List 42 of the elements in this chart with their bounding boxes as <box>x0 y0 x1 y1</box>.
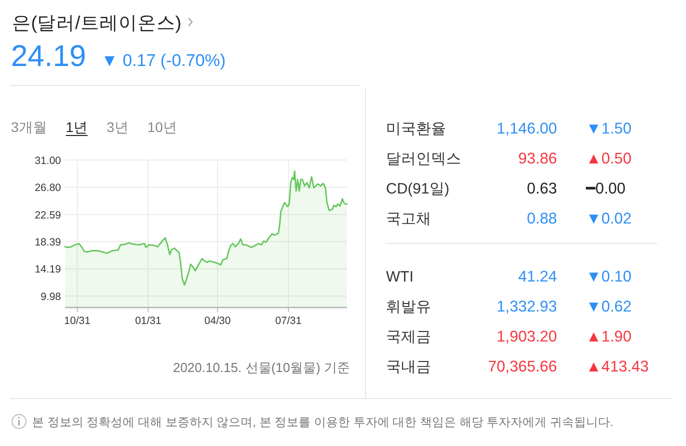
text: 10년 <box>147 119 177 135</box>
chart-subtitle: 24.19 ▼ 0.17 (-0.70%) <box>11 40 226 73</box>
x-tick-label: 10/31 <box>64 315 91 327</box>
y-tick-label: 26.80 <box>34 182 62 194</box>
y-tick-label: 9.98 <box>40 290 62 303</box>
data-label: 1,146.00 <box>496 120 558 138</box>
data-label: ▲1.90 <box>586 328 632 346</box>
category-label: CD(91일) <box>386 180 450 198</box>
category-label: 국제금 <box>386 328 431 346</box>
data-label: ▼0.62 <box>586 298 632 316</box>
y-tick-label: 31.00 <box>34 154 62 167</box>
chart-title: 은(달러/트레이온스) <box>12 12 182 33</box>
data-label: 0.63 <box>526 180 557 198</box>
category-label: 달러인덱스 <box>386 150 461 168</box>
data-label: ▼0.10 <box>586 268 632 286</box>
x-tick-label: 04/30 <box>204 315 231 327</box>
category-label: WTI <box>386 268 414 286</box>
category-label: 미국환율 <box>386 120 446 138</box>
y-tick-label: 18.39 <box>34 236 62 248</box>
text: 본 정보의 정확성에 대해 보증하지 않으며, 본 정보를 이용한 투자에 대한 책임은 해당 투자자에게 귀속됩니다. <box>32 415 614 429</box>
data-label: ▼1.50 <box>586 120 632 138</box>
category-label: 국내금 <box>386 358 431 376</box>
text: 1년 <box>66 119 88 135</box>
y-tick-label: 22.59 <box>34 209 62 222</box>
data-label: ▲413.43 <box>586 358 649 376</box>
text: 3년 <box>106 119 128 135</box>
text: 2020.10.15. 선물(10월물) 기준 <box>172 360 350 375</box>
data-label: 93.86 <box>518 150 557 168</box>
data-label: ▲0.50 <box>586 150 632 168</box>
data-label: ━0.00 <box>585 180 626 198</box>
data-label: ▼0.02 <box>586 210 632 228</box>
y-tick-label: 14.19 <box>34 264 62 276</box>
data-label: 41.24 <box>518 268 558 286</box>
data-label: 0.88 <box>526 210 557 228</box>
text: 3개월 <box>11 119 47 135</box>
data-label: 70,365.66 <box>488 358 557 376</box>
data-label: 1,903.20 <box>496 328 558 346</box>
category-label: 국고채 <box>386 210 431 228</box>
category-label: 휘발유 <box>386 298 431 316</box>
x-tick-label: 01/31 <box>135 315 162 327</box>
x-tick-label: 07/31 <box>275 315 302 327</box>
data-label: 1,332.93 <box>496 298 557 316</box>
